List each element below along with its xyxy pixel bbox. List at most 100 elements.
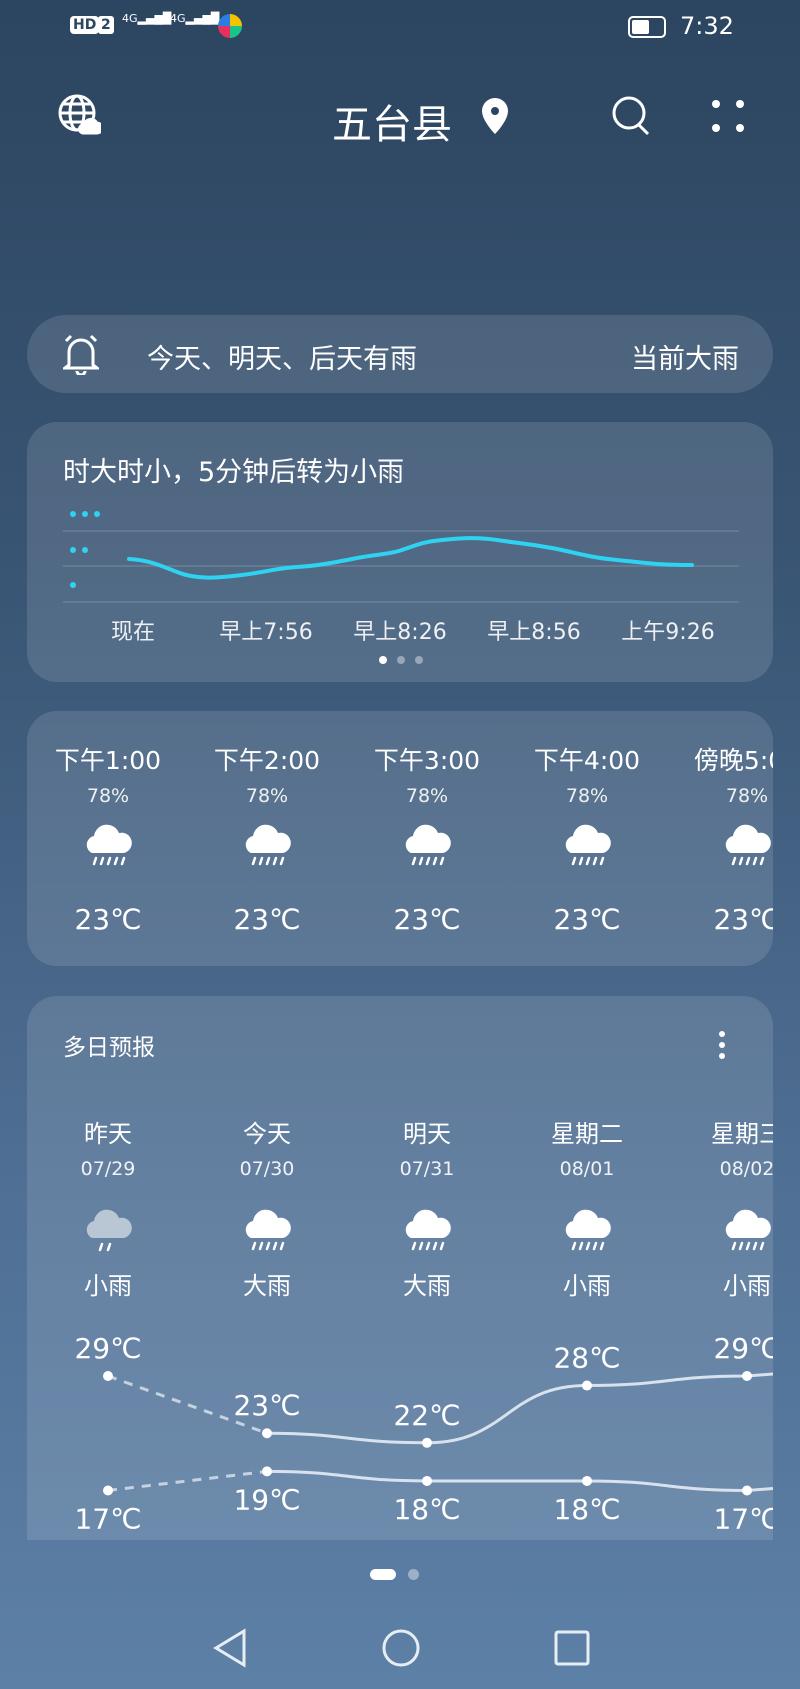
city-name[interactable]: 五台县 (332, 102, 452, 148)
time-label: 早上7:56 (219, 620, 313, 645)
hour-temp: 23℃ (713, 903, 773, 936)
location-pin-icon (479, 96, 511, 140)
status-bar: HD 2 4G▂▄▆█ 4G▂▄▆█ 7:32 (0, 12, 800, 44)
rain-alert-banner[interactable]: 今天、明天、后天有雨 当前大雨 (27, 315, 773, 393)
low-temp-label: 19℃ (233, 1483, 300, 1516)
high-temp-point (582, 1380, 592, 1391)
day-date: 08/01 (559, 1158, 615, 1180)
time-label: 上午9:26 (621, 620, 715, 645)
battery-icon (628, 16, 666, 38)
clock: 7:32 (680, 12, 734, 40)
minute-precip-card[interactable]: 时大时小，5分钟后转为小雨 现在 早上7:56 早上8:26 早上8:56 上午… (27, 422, 773, 682)
4g-signal-icon: 4G▂▄▆█ (170, 12, 220, 25)
hour-humidity: 78% (405, 785, 449, 807)
hour-temp: 23℃ (233, 903, 301, 936)
search-icon[interactable] (610, 94, 654, 142)
low-temp-label: 17℃ (713, 1502, 773, 1535)
light-rain-icon (559, 1206, 615, 1260)
low-temp-point (103, 1485, 113, 1496)
hour-temp: 23℃ (553, 903, 621, 936)
high-temp-label: 29℃ (713, 1332, 773, 1365)
more-icon[interactable] (708, 96, 748, 140)
day-date: 07/29 (80, 1158, 136, 1180)
low-temp-line (266, 1469, 773, 1492)
low-temp-point (582, 1475, 592, 1486)
high-temp-point (422, 1437, 432, 1448)
rain-intensity-icons (70, 511, 100, 588)
grid-lines (63, 530, 739, 603)
day-name: 昨天 (84, 1120, 132, 1148)
recents-button[interactable] (552, 1626, 592, 1674)
hour-humidity: 78% (565, 785, 609, 807)
heavy-rain-icon (559, 821, 615, 875)
sim2-icon: 2 (98, 16, 114, 34)
hour-humidity: 78% (725, 785, 769, 807)
high-temp-label: 28℃ (553, 1342, 620, 1375)
day-date: 08/02 (719, 1158, 773, 1180)
precip-line (127, 536, 694, 580)
current-weather: 当前大雨 (631, 344, 739, 375)
heavy-rain-icon (80, 821, 136, 875)
heavy-rain-icon (719, 821, 773, 875)
day-name: 星期三 (711, 1120, 773, 1148)
temperature-chart: 29℃ 23℃ 22℃ 28℃ 29℃ 17℃ 19℃ 18℃ 18℃ 17℃ (74, 1332, 773, 1535)
high-temp-label: 23℃ (233, 1389, 300, 1422)
day-condition: 大雨 (403, 1272, 451, 1300)
precip-chart (63, 511, 739, 603)
day-condition: 小雨 (563, 1272, 611, 1300)
day-name: 今天 (243, 1120, 291, 1148)
hour-time: 下午3:00 (373, 746, 481, 775)
day-name: 星期二 (551, 1120, 623, 1148)
back-button[interactable] (210, 1626, 250, 1674)
low-temp-point (742, 1485, 752, 1496)
heavy-rain-icon (399, 821, 455, 875)
app-icon (218, 14, 242, 38)
day-date: 07/31 (399, 1158, 455, 1180)
hour-time: 傍晚5:00 (693, 746, 773, 775)
daily-title: 多日预报 (63, 1035, 155, 1061)
daily-more-icon[interactable] (719, 1030, 725, 1064)
high-temp-past-segment (107, 1374, 268, 1435)
bell-icon (60, 333, 102, 379)
day-date: 07/30 (239, 1158, 295, 1180)
heavy-rain-icon (239, 821, 295, 875)
day-name: 明天 (403, 1120, 451, 1148)
time-label: 现在 (110, 620, 155, 645)
high-temp-line (266, 1372, 773, 1445)
hour-temp: 23℃ (74, 903, 142, 936)
alert-text: 今天、明天、后天有雨 (147, 344, 417, 375)
minute-title: 时大时小，5分钟后转为小雨 (63, 457, 405, 488)
hour-humidity: 78% (86, 785, 130, 807)
daily-forecast-card[interactable]: 多日预报 29℃ 23℃ 22℃ 28℃ 29℃ 17℃ 19℃ 18℃ 18℃ 17℃ 昨天 07… (27, 996, 773, 1540)
hour-time: 下午2:00 (213, 746, 321, 775)
hd-icon: HD (70, 16, 100, 34)
high-temp-label: 22℃ (393, 1399, 460, 1432)
hour-time: 下午4:00 (533, 746, 641, 775)
hour-temp: 23℃ (393, 903, 461, 936)
4g-signal-icon: 4G▂▄▆█ (122, 12, 172, 25)
day-condition: 大雨 (243, 1272, 291, 1300)
low-temp-point (422, 1475, 432, 1486)
time-label: 早上8:26 (353, 620, 447, 645)
heavy-rain-icon (239, 1206, 295, 1260)
hour-humidity: 78% (245, 785, 289, 807)
low-temp-label: 17℃ (74, 1502, 141, 1535)
hourly-forecast-card[interactable]: 下午1:00 78% 23℃ 下午2:00 78% 23℃ 下午3:00 78% 23℃ 下午4:… (27, 711, 773, 966)
light-rain-icon (719, 1206, 773, 1260)
low-temp-label: 18℃ (393, 1493, 460, 1526)
day-condition: 小雨 (84, 1272, 132, 1300)
light-rain-icon (80, 1206, 136, 1260)
page-indicator (370, 1569, 419, 1580)
low-temp-label: 18℃ (553, 1493, 620, 1526)
low-temp-point (262, 1466, 272, 1477)
high-temp-label: 29℃ (74, 1332, 141, 1365)
hour-time: 下午1:00 (54, 746, 162, 775)
high-temp-point (103, 1371, 113, 1381)
heavy-rain-icon (399, 1206, 455, 1260)
time-label: 早上8:56 (487, 620, 581, 645)
day-condition: 小雨 (723, 1272, 771, 1300)
globe-cloud-icon[interactable] (57, 93, 104, 137)
high-temp-point (742, 1371, 752, 1381)
home-button[interactable] (380, 1626, 422, 1674)
card-page-indicator (379, 656, 423, 664)
